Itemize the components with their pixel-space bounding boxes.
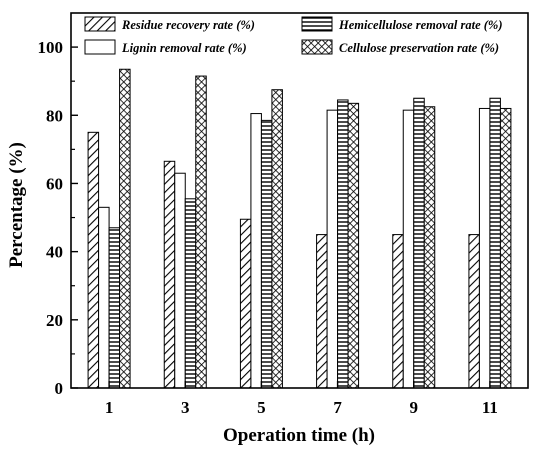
axes-layer: 0 20 40 60 80 100 1 3 5 7 9 11 [38, 12, 529, 417]
y-tick-label: 80 [46, 106, 63, 125]
legend-swatch-hemicellulose-removal-rate [301, 16, 333, 32]
bar-lignin-removal-rate-1 [98, 206, 110, 389]
bar-residue-recovery-rate-1 [87, 131, 100, 389]
legend-label-residue-recovery-rate: Residue recovery rate (%) [121, 18, 255, 32]
bar-cellulose-preservation-rate-11 [499, 107, 512, 389]
legend-label-hemicellulose-removal-rate: Hemicellulose removal rate (%) [338, 18, 503, 32]
legend-swatch-residue-recovery-rate [84, 16, 116, 32]
x-tick-label: 7 [333, 398, 342, 417]
bar-residue-recovery-rate-5 [239, 218, 252, 389]
plot-frame [70, 12, 529, 389]
bar-cellulose-preservation-rate-3 [195, 75, 207, 389]
bar-cellulose-preservation-rate-5 [271, 89, 283, 389]
y-axis-title: Percentage (%) [6, 142, 27, 268]
legend-label-cellulose-preservation-rate: Cellulose preservation rate (%) [339, 41, 499, 55]
bar-hemicellulose-removal-rate-7 [337, 99, 349, 389]
bar-residue-recovery-rate-3 [163, 160, 176, 389]
legend-label-lignin-removal-rate: Lignin removal rate (%) [121, 41, 247, 55]
bar-cellulose-preservation-rate-1 [119, 68, 131, 389]
bar-residue-recovery-rate-7 [316, 234, 328, 389]
y-tick-label: 40 [46, 243, 63, 262]
bar-lignin-removal-rate-7 [326, 109, 339, 389]
legend-swatch-lignin-removal-rate [84, 39, 116, 55]
bar-residue-recovery-rate-11 [468, 234, 480, 389]
bar-lignin-removal-rate-5 [250, 113, 262, 389]
bar-cellulose-preservation-rate-7 [347, 102, 360, 389]
y-tick-label: 0 [55, 379, 64, 398]
bar-hemicellulose-removal-rate-11 [489, 97, 501, 389]
legend-swatch-cellulose-preservation-rate [301, 39, 333, 55]
bar-hemicellulose-removal-rate-9 [413, 97, 425, 389]
bar-hemicellulose-removal-rate-1 [108, 227, 121, 389]
x-tick-label: 9 [410, 398, 419, 417]
y-tick-label: 20 [46, 311, 63, 330]
bar-hemicellulose-removal-rate-3 [184, 198, 197, 389]
x-tick-label: 11 [482, 398, 498, 417]
bar-lignin-removal-rate-3 [174, 172, 186, 389]
bar-lignin-removal-rate-11 [478, 107, 491, 389]
bar-residue-recovery-rate-9 [392, 234, 404, 389]
x-tick-label: 3 [181, 398, 190, 417]
bars-layer [87, 68, 512, 389]
y-tick-label: 60 [46, 174, 63, 193]
bar-hemicellulose-removal-rate-5 [260, 119, 273, 389]
bar-cellulose-preservation-rate-9 [423, 106, 436, 389]
bar-lignin-removal-rate-9 [402, 109, 415, 389]
x-axis-title: Operation time (h) [223, 425, 375, 446]
y-tick-label: 100 [38, 38, 64, 57]
x-tick-label: 1 [105, 398, 114, 417]
legend: Residue recovery rate (%) Lignin removal … [84, 16, 503, 55]
x-tick-label: 5 [257, 398, 266, 417]
